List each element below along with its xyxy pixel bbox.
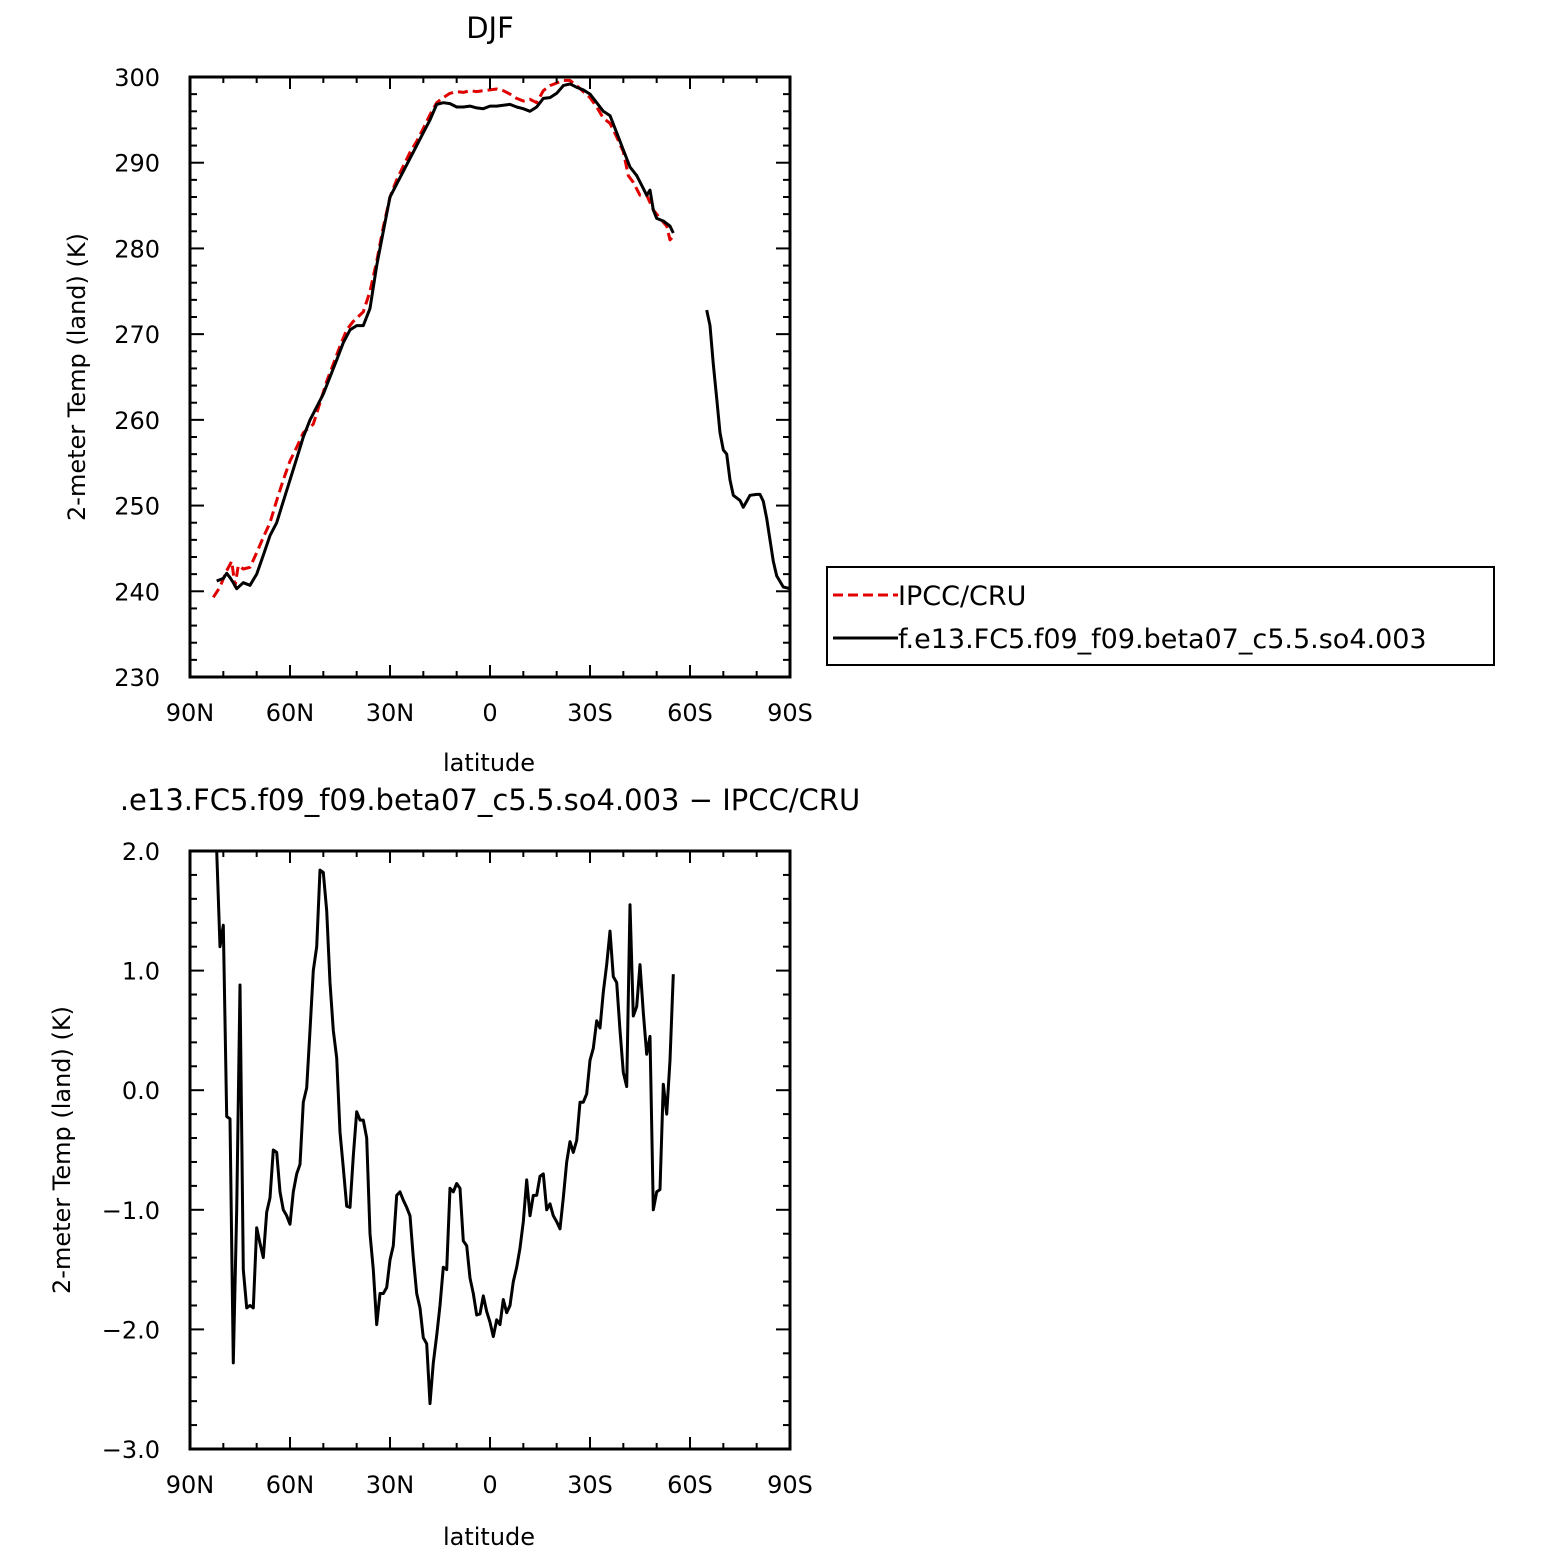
y-tick-label: 230 bbox=[114, 664, 160, 692]
y-tick-label: −3.0 bbox=[102, 1436, 160, 1464]
x-axis-title: latitude bbox=[443, 749, 535, 777]
plot-frame bbox=[188, 849, 792, 1451]
y-tick-label: 280 bbox=[114, 235, 160, 263]
y-tick-label: 0.0 bbox=[122, 1077, 160, 1105]
y-tick-label: 250 bbox=[114, 493, 160, 521]
x-tick-label: 90S bbox=[767, 699, 813, 727]
x-tick-label: 30N bbox=[366, 699, 415, 727]
series-line-1 bbox=[215, 851, 675, 1406]
chart-title: .e13.FC5.f09_f09.beta07_c5.5.so4.003 − I… bbox=[120, 783, 860, 817]
x-tick-label: 60N bbox=[266, 699, 315, 727]
y-tick-label: 300 bbox=[114, 64, 160, 92]
y-tick-label: 2.0 bbox=[122, 838, 160, 866]
x-tick-label: 90N bbox=[166, 699, 215, 727]
x-tick-label: 30N bbox=[366, 1471, 415, 1499]
chart-panel-2: .e13.FC5.f09_f09.beta07_c5.5.so4.003 − I… bbox=[48, 783, 860, 1551]
x-axis-title: latitude bbox=[443, 1523, 535, 1551]
x-tick-label: 60S bbox=[667, 699, 713, 727]
series-line-1 bbox=[212, 78, 675, 599]
y-tick-label: 240 bbox=[114, 578, 160, 606]
plot-frame bbox=[188, 75, 792, 679]
legend: IPCC/CRU f.e13.FC5.f09_f09.beta07_c5.5.so… bbox=[826, 566, 1495, 666]
x-tick-label: 90N bbox=[166, 1471, 215, 1499]
x-tick-label: 30S bbox=[567, 699, 613, 727]
chart-title: DJF bbox=[466, 11, 514, 45]
chart-panel-1: DJF 90N 60N 30N 0 30S 60S 90S 230 240 250 260 270 280… bbox=[63, 11, 1495, 777]
x-tick-label: 90S bbox=[767, 1471, 813, 1499]
y-tick-label: −2.0 bbox=[102, 1316, 160, 1344]
x-tick-label: 30S bbox=[567, 1471, 613, 1499]
x-tick-label: 60S bbox=[667, 1471, 713, 1499]
y-tick-label: 290 bbox=[114, 150, 160, 178]
x-tick-label: 60N bbox=[266, 1471, 315, 1499]
legend-label-2: f.e13.FC5.f09_f09.beta07_c5.5.so4.003 bbox=[898, 624, 1427, 655]
x-tick-label: 0 bbox=[482, 699, 497, 727]
series-line-2 bbox=[216, 82, 790, 591]
y-tick-label: −1.0 bbox=[102, 1197, 160, 1225]
y-axis-title: 2-meter Temp (land) (K) bbox=[48, 1006, 76, 1294]
x-tick-label: 0 bbox=[482, 1471, 497, 1499]
legend-box bbox=[826, 566, 1495, 666]
y-tick-label: 1.0 bbox=[122, 958, 160, 986]
y-axis-title: 2-meter Temp (land) (K) bbox=[63, 233, 91, 521]
legend-label-1: IPCC/CRU bbox=[898, 581, 1026, 612]
y-tick-label: 270 bbox=[114, 321, 160, 349]
y-tick-label: 260 bbox=[114, 407, 160, 435]
